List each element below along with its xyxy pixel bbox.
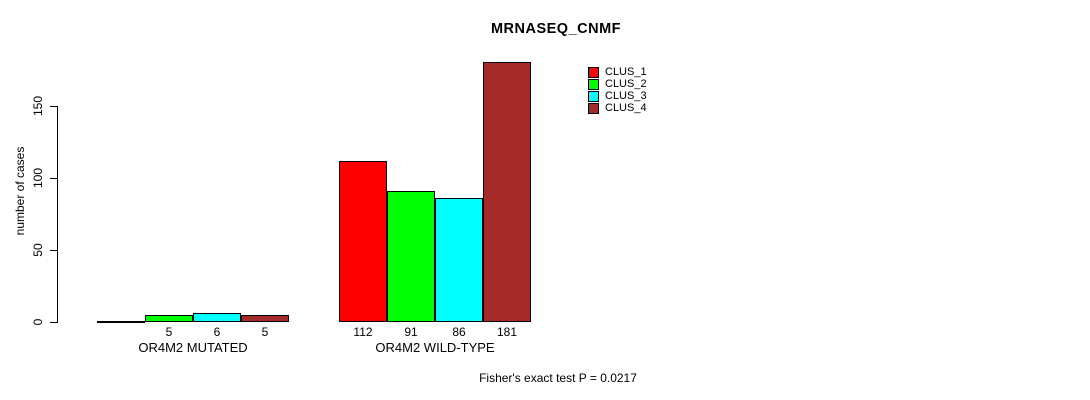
y-tick-label: 50 <box>31 243 45 257</box>
annotation-fisher-test: Fisher's exact test P = 0.0217 <box>479 371 637 385</box>
bar-clus-3-or4m2-wild-type <box>435 198 483 322</box>
legend-swatch-icon <box>588 78 599 90</box>
bar-value-clus-2-or4m2-mutated: 5 <box>165 325 173 339</box>
y-tick-label: 100 <box>31 167 45 189</box>
legend-row: CLUS_1 <box>588 66 647 78</box>
bar-clus-4-or4m2-wild-type <box>483 62 531 322</box>
y-axis-line <box>57 106 58 323</box>
legend-row: CLUS_3 <box>588 90 647 102</box>
bar-value-clus-4-or4m2-wild-type: 181 <box>496 325 518 339</box>
legend-row: CLUS_2 <box>588 78 647 90</box>
category-label-or4m2-wild-type: OR4M2 WILD-TYPE <box>375 340 495 355</box>
legend-label: CLUS_1 <box>605 66 647 78</box>
chart-title: MRNASEQ_CNMF <box>490 21 622 37</box>
bar-clus-2-or4m2-mutated <box>145 315 193 322</box>
bar-value-clus-3-or4m2-mutated: 6 <box>213 325 221 339</box>
y-axis-label: number of cases <box>13 146 27 236</box>
legend-row: CLUS_4 <box>588 102 647 114</box>
bar-clus-1-or4m2-wild-type <box>339 161 387 322</box>
legend-label: CLUS_2 <box>605 78 647 90</box>
bar-value-clus-1-or4m2-wild-type: 112 <box>353 325 373 339</box>
legend-swatch-icon <box>588 102 599 114</box>
y-tick-mark <box>50 322 57 323</box>
y-tick-mark <box>50 178 57 179</box>
y-tick-label: 150 <box>31 95 45 117</box>
bar-clus-2-or4m2-wild-type <box>387 191 435 322</box>
y-tick-mark <box>50 106 57 107</box>
y-tick-label: 0 <box>31 318 45 326</box>
bar-value-clus-2-or4m2-wild-type: 91 <box>404 325 418 339</box>
category-label-or4m2-mutated: OR4M2 MUTATED <box>138 340 248 355</box>
y-tick-mark <box>50 250 57 251</box>
legend-swatch-icon <box>588 90 599 102</box>
legend-label: CLUS_3 <box>605 90 647 102</box>
bar-value-clus-4-or4m2-mutated: 5 <box>261 325 269 339</box>
bar-value-clus-3-or4m2-wild-type: 86 <box>452 325 466 339</box>
bar-clus-3-or4m2-mutated <box>193 313 241 322</box>
legend-swatch-icon <box>588 66 599 78</box>
legend: CLUS_1 CLUS_2 CLUS_3 CLUS_4 <box>588 66 647 114</box>
legend-label: CLUS_4 <box>605 102 647 114</box>
bar-clus-4-or4m2-mutated <box>241 315 289 322</box>
bar-clus-1-or4m2-mutated <box>97 321 145 323</box>
